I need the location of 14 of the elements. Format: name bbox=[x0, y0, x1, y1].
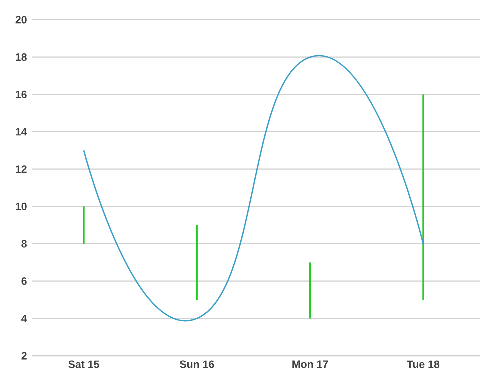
y-tick-label: 2 bbox=[22, 352, 27, 360]
y-tick-label: 20 bbox=[16, 16, 27, 24]
y-tick-label: 10 bbox=[16, 202, 27, 210]
x-tick-label: Sun 16 bbox=[180, 360, 214, 368]
y-tick-label: 16 bbox=[16, 90, 27, 98]
y-tick-label: 8 bbox=[22, 240, 27, 248]
x-tick-label: Tue 18 bbox=[407, 360, 440, 368]
y-tick-label: 6 bbox=[22, 278, 27, 286]
x-tick-label: Mon 17 bbox=[292, 360, 328, 368]
y-tick-label: 12 bbox=[16, 166, 27, 174]
y-tick-label: 18 bbox=[16, 54, 27, 62]
x-tick-label: Sat 15 bbox=[68, 360, 100, 368]
y-tick-label: 4 bbox=[22, 314, 28, 322]
y-tick-label: 14 bbox=[16, 128, 28, 136]
